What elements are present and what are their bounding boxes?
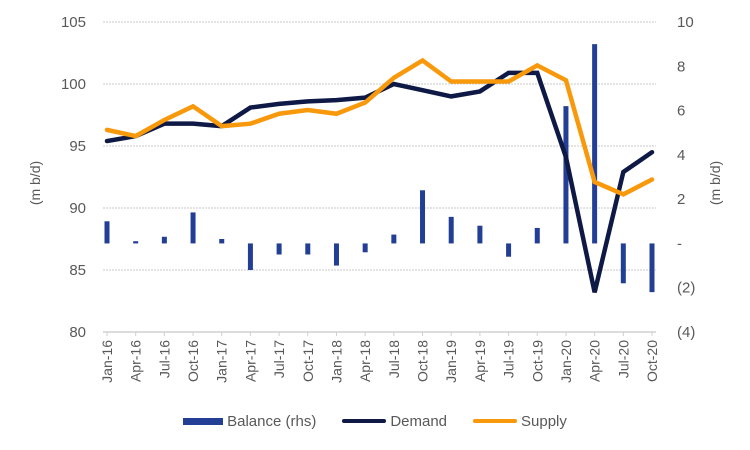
balance-bar	[333, 243, 339, 266]
legend-item-demand: Demand	[342, 413, 447, 430]
y-axis-right: (4) (2) - 2 4 6 8 10	[677, 14, 695, 341]
x-tick-label: Jul-19	[501, 340, 517, 378]
balance-bar	[506, 243, 512, 257]
x-tick-label: Jan-20	[558, 340, 574, 383]
balance-bar	[391, 234, 397, 244]
y-left-tick-label: 85	[69, 262, 86, 279]
y-left-tick-label: 90	[69, 200, 86, 217]
x-tick-label: Apr-19	[472, 340, 488, 382]
x-tick-label: Oct-17	[300, 340, 316, 382]
balance-bar	[104, 221, 110, 244]
balance-bar	[247, 243, 253, 270]
supply-line	[104, 57, 655, 197]
x-tick-label: Jul-20	[615, 340, 631, 378]
balance-bar	[649, 243, 655, 293]
balance-bar	[161, 236, 167, 244]
y-right-tick-label: (4)	[677, 324, 695, 341]
balance-bar	[563, 106, 569, 244]
x-tick-label: Jan-16	[99, 340, 115, 383]
x-tick-label: Oct-20	[644, 340, 660, 382]
x-tick-label: Jul-18	[386, 340, 402, 378]
x-tick-label: Jan-18	[328, 340, 344, 383]
balance-bar	[420, 190, 426, 244]
x-tick-label: Jul-16	[156, 340, 172, 378]
x-tick-label: Jan-17	[214, 340, 230, 383]
y-left-tick-label: 80	[69, 324, 86, 341]
y-right-tick-label: -	[677, 235, 682, 252]
x-tick-label: Apr-20	[587, 340, 603, 382]
legend-item-supply: Supply	[473, 413, 567, 430]
x-tick-label: Apr-18	[357, 340, 373, 382]
chart: Jan-16 Apr-16 Jul-16 Oct-16 Jan-17 Apr-17 Jul-…	[27, 14, 723, 383]
y-axis-right-title: (m b/d)	[707, 161, 723, 205]
y-left-tick-label: 100	[61, 76, 86, 93]
x-tick-label: Apr-17	[242, 340, 258, 382]
x-tick-label: Jan-19	[443, 340, 459, 383]
legend: Balance (rhs) Demand Supply	[0, 408, 750, 434]
y-right-tick-label: 4	[677, 147, 685, 164]
y-axis-left: 80 85 90 95 100 105	[61, 14, 86, 341]
legend-label-supply: Supply	[521, 412, 567, 430]
y-right-tick-label: 6	[677, 103, 685, 120]
x-tick-label: Oct-19	[529, 340, 545, 382]
x-tick-label: Oct-16	[185, 340, 201, 382]
y-right-tick-label: 2	[677, 191, 685, 208]
y-left-tick-label: 95	[69, 138, 86, 155]
balance-bar	[219, 239, 225, 244]
legend-swatch-demand	[342, 419, 387, 423]
balance-bar	[592, 44, 598, 244]
y-axis-left-title: (m b/d)	[27, 161, 43, 205]
balance-bars	[104, 44, 655, 293]
y-left-tick-label: 105	[61, 14, 86, 31]
balance-bar	[190, 212, 196, 244]
x-tick-label: Jul-17	[271, 340, 287, 378]
lines	[104, 57, 655, 293]
gridlines	[103, 21, 656, 271]
balance-bar	[620, 243, 626, 284]
y-right-tick-label: 10	[677, 14, 694, 31]
y-right-tick-label: 8	[677, 58, 685, 75]
legend-item-balance: Balance (rhs)	[183, 413, 316, 430]
x-axis: Jan-16 Apr-16 Jul-16 Oct-16 Jan-17 Apr-17 Jul-…	[99, 331, 660, 383]
legend-swatch-supply	[473, 419, 518, 423]
legend-label-demand: Demand	[390, 412, 448, 430]
x-tick-label: Apr-16	[128, 340, 144, 382]
balance-bar	[477, 225, 483, 244]
legend-swatch-balance	[183, 417, 224, 425]
y-right-tick-label: (2)	[677, 280, 695, 297]
balance-bar	[276, 243, 282, 255]
balance-bar	[448, 216, 454, 244]
legend-label-balance: Balance (rhs)	[227, 412, 317, 430]
balance-bar	[534, 227, 540, 244]
balance-bar	[305, 243, 311, 255]
balance-bar	[133, 241, 139, 244]
demand-line	[104, 70, 655, 293]
balance-bar	[362, 243, 368, 253]
x-tick-label: Oct-18	[415, 340, 431, 382]
